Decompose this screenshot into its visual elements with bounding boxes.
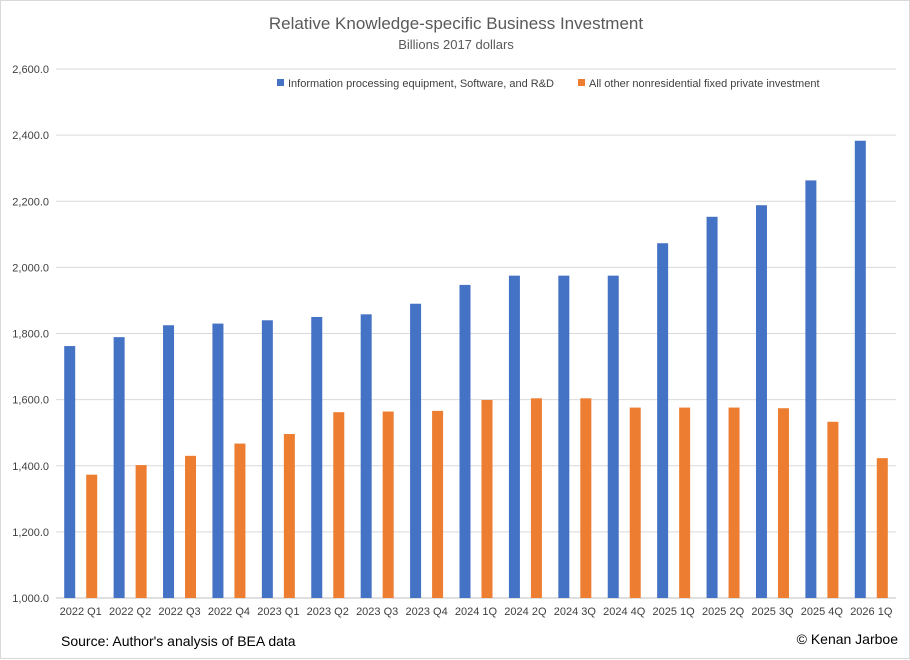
bar-series-1-2023-q4 xyxy=(410,303,422,598)
x-tick-label: 2022 Q1 xyxy=(60,606,102,618)
y-tick-label: 2,200.0 xyxy=(12,196,49,208)
bar-series-1-2022-q4 xyxy=(212,323,224,598)
legend-swatch-series-2 xyxy=(578,79,585,86)
bar-series-1-2025-3q xyxy=(755,205,767,598)
chart-title: Relative Knowledge-specific Business Inv… xyxy=(269,14,643,33)
x-tick-label: 2023 Q1 xyxy=(257,606,299,618)
x-tick-label: 2025 4Q xyxy=(801,606,844,618)
copyright-note: © Kenan Jarboe xyxy=(797,631,899,647)
bar-series-2-2025-2q xyxy=(728,407,740,598)
chart-subtitle: Billions 2017 dollars xyxy=(398,37,514,52)
bar-series-2-2023-q4 xyxy=(432,410,444,598)
bar-series-2-2023-q1 xyxy=(283,434,295,598)
x-tick-label: 2023 Q4 xyxy=(405,606,447,618)
bar-series-2-2024-1q xyxy=(481,399,493,598)
x-tick-label: 2022 Q3 xyxy=(158,606,200,618)
x-tick-label: 2025 3Q xyxy=(751,606,794,618)
bar-series-1-2025-1q xyxy=(657,243,669,598)
bar-series-1-2023-q3 xyxy=(360,314,372,598)
y-tick-label: 2,600.0 xyxy=(12,64,49,76)
x-tick-label: 2024 2Q xyxy=(504,606,547,618)
x-tick-label: 2023 Q2 xyxy=(307,606,349,618)
bar-series-2-2023-q3 xyxy=(382,411,394,598)
bar-series-2-2025-4q xyxy=(827,421,839,598)
bar-series-1-2024-4q xyxy=(607,275,619,598)
bar-series-1-2022-q2 xyxy=(113,337,125,598)
x-tick-label: 2024 1Q xyxy=(455,606,498,618)
y-tick-label: 2,400.0 xyxy=(12,130,49,142)
bar-series-2-2026-1q xyxy=(876,458,888,598)
bar-series-2-2025-1q xyxy=(679,407,691,598)
bars xyxy=(64,140,888,599)
source-note: Source: Author's analysis of BEA data xyxy=(61,633,296,649)
legend-label-series-2: All other nonresidential fixed private i… xyxy=(589,78,820,90)
bar-series-1-2024-3q xyxy=(558,275,570,598)
x-tick-label: 2025 1Q xyxy=(653,606,696,618)
y-tick-label: 1,600.0 xyxy=(12,395,49,407)
bar-series-1-2023-q1 xyxy=(261,320,273,598)
legend: Information processing equipment, Softwa… xyxy=(277,78,820,90)
bar-series-2-2023-q2 xyxy=(333,412,345,598)
bar-series-2-2022-q4 xyxy=(234,443,246,598)
x-tick-label: 2024 3Q xyxy=(554,606,597,618)
bar-series-2-2025-3q xyxy=(777,408,789,598)
bar-series-2-2022-q3 xyxy=(185,455,197,598)
bar-series-2-2024-3q xyxy=(580,398,592,598)
y-tick-label: 1,400.0 xyxy=(12,461,49,473)
bar-series-2-2022-q2 xyxy=(135,465,147,598)
legend-label-series-1: Information processing equipment, Softwa… xyxy=(288,78,554,90)
y-axis-tick-labels: 1,000.0 1,200.0 1,400.0 1,600.0 1,800.0 2,000… xyxy=(12,64,49,605)
x-axis-tick-labels: 2022 Q1 2022 Q2 2022 Q3 2022 Q4 2023 Q1 2023 … xyxy=(60,606,893,618)
x-tick-label: 2022 Q4 xyxy=(208,606,250,618)
bar-series-1-2025-4q xyxy=(805,180,817,598)
bar-series-1-2023-q2 xyxy=(311,316,323,598)
gridlines xyxy=(56,68,896,599)
bar-series-2-2024-4q xyxy=(629,407,641,598)
x-tick-label: 2025 2Q xyxy=(702,606,745,618)
bar-series-1-2026-1q xyxy=(854,140,866,599)
y-tick-label: 1,200.0 xyxy=(12,527,49,539)
bar-series-1-2022-q3 xyxy=(163,325,175,598)
bar-series-1-2024-1q xyxy=(459,284,471,598)
y-tick-label: 2,000.0 xyxy=(12,262,49,274)
bar-series-2-2022-q1 xyxy=(86,474,98,598)
legend-swatch-series-1 xyxy=(277,79,284,86)
bar-series-2-2024-2q xyxy=(530,398,542,598)
x-tick-label: 2026 1Q xyxy=(850,606,893,618)
bar-series-1-2024-2q xyxy=(508,275,520,598)
y-tick-label: 1,800.0 xyxy=(12,329,49,341)
bar-series-1-2022-q1 xyxy=(64,346,76,598)
x-tick-label: 2022 Q2 xyxy=(109,606,151,618)
x-tick-label: 2024 4Q xyxy=(603,606,646,618)
bar-series-1-2025-2q xyxy=(706,216,718,598)
y-tick-label: 1,000.0 xyxy=(12,593,49,605)
x-tick-label: 2023 Q3 xyxy=(356,606,398,618)
